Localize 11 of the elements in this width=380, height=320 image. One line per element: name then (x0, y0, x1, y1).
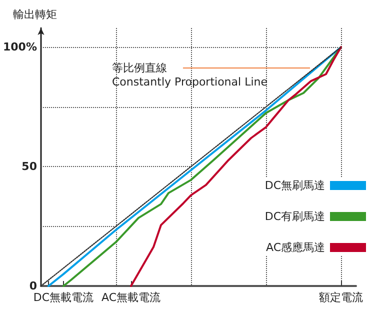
legend-label: DC有刷馬達 (264, 210, 325, 223)
x-tick-label: 額定電流 (319, 291, 363, 304)
x-tick-label: AC無載電流 (101, 291, 160, 304)
legend-label: AC感應馬達 (266, 241, 325, 254)
y-axis-title: 輸出轉矩 (12, 8, 57, 21)
annotation: 等比例直線 Constantly Proportional Line (112, 62, 268, 88)
y-tick-label: 50 (22, 160, 38, 174)
x-tick-label: DC無載電流 (33, 291, 94, 304)
y-tick-label: 0 (29, 280, 38, 292)
legend-label: DC無刷馬達 (264, 179, 325, 192)
y-tick-label: 100% (3, 40, 37, 54)
